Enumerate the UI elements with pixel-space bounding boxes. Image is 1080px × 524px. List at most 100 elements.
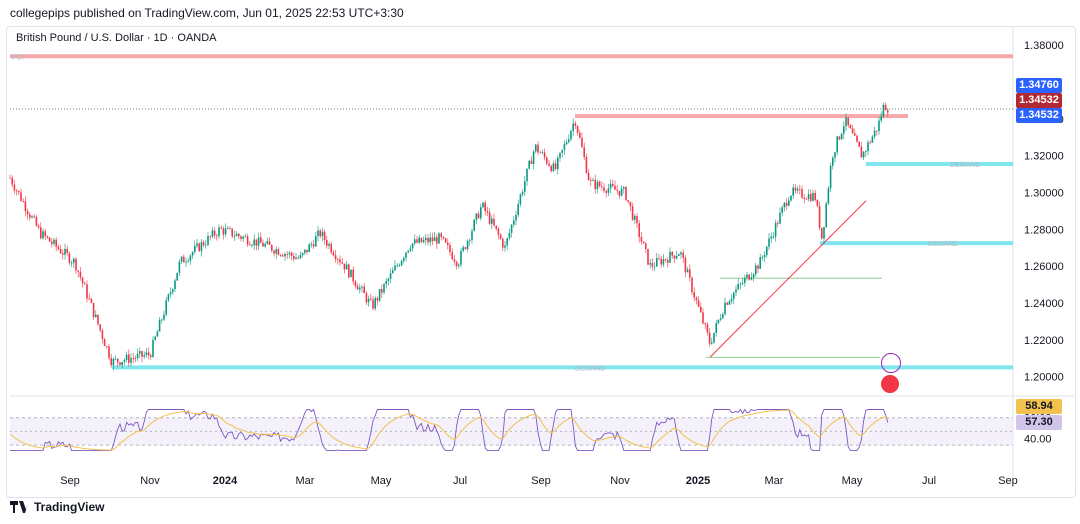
- candle-body: [587, 173, 590, 180]
- candle-body: [528, 160, 530, 169]
- candle-body: [268, 241, 271, 245]
- x-tick-label: Sep: [60, 475, 80, 487]
- candle-body: [673, 255, 676, 259]
- candle-body: [35, 216, 38, 226]
- candle-body: [429, 237, 431, 243]
- candle-body: [535, 144, 537, 152]
- candle-body: [163, 314, 165, 320]
- candle-body: [581, 137, 583, 148]
- candle-body: [653, 266, 656, 268]
- candle-body: [235, 233, 238, 237]
- candle-body: [689, 269, 691, 278]
- rsi-line: [10, 408, 889, 452]
- candle-body: [183, 256, 185, 263]
- candle-body: [843, 126, 845, 134]
- candle-body: [869, 142, 871, 144]
- candle-body: [334, 255, 337, 260]
- rsi-ma-line: [9, 409, 888, 451]
- candle-body: [176, 272, 178, 281]
- candle-body: [880, 116, 882, 121]
- demand-zone-upper-label: DEMAND: [950, 162, 980, 169]
- candle-body: [825, 203, 827, 228]
- candle-body: [821, 227, 823, 239]
- candle-body: [90, 298, 93, 303]
- candle-body: [13, 184, 16, 191]
- candle-body: [706, 324, 709, 333]
- lightning-icon[interactable]: [881, 353, 901, 373]
- candle-body: [744, 277, 746, 283]
- candle-body: [139, 351, 141, 354]
- x-tick-label: Jul: [453, 475, 467, 487]
- candle-body: [370, 298, 372, 300]
- candle-body: [185, 261, 187, 263]
- candle-body: [81, 277, 84, 284]
- candle-body: [246, 236, 249, 245]
- candle-body: [240, 236, 242, 239]
- candle-body: [741, 282, 744, 284]
- candle-body: [618, 190, 621, 196]
- candle-body: [519, 194, 522, 205]
- candle-body: [323, 231, 326, 241]
- candle-body: [761, 257, 764, 258]
- candle-body: [315, 236, 317, 247]
- candle-body: [213, 230, 216, 236]
- candle-body: [590, 179, 592, 181]
- candle-body: [119, 362, 121, 365]
- candle-body: [295, 257, 297, 260]
- candle-body: [451, 252, 453, 260]
- candle-body: [598, 181, 601, 187]
- footer-brand: TradingView: [34, 500, 105, 514]
- candle-body: [99, 324, 101, 331]
- high-price-badge: 1.34760: [1016, 78, 1062, 93]
- candle-body: [625, 187, 627, 201]
- candle-body: [717, 319, 720, 324]
- candle-body: [682, 252, 684, 258]
- candle-body: [290, 252, 293, 256]
- candle-body: [48, 237, 51, 242]
- candle-body: [354, 281, 357, 286]
- candle-body: [422, 240, 425, 243]
- publisher-caption: collegepips published on TradingView.com…: [10, 6, 404, 20]
- candle-body: [187, 260, 189, 262]
- candle-body: [656, 258, 658, 267]
- candle-body: [818, 206, 821, 228]
- candle-body: [141, 351, 143, 357]
- us-flag-icon[interactable]: [881, 375, 899, 393]
- poi-zone-top: [10, 54, 1013, 59]
- candle-body: [64, 248, 66, 255]
- y-tick-label: 1.22000: [1024, 335, 1064, 347]
- candle-body: [730, 298, 733, 302]
- candle-body: [37, 225, 40, 228]
- candle-body: [568, 139, 570, 143]
- candle-body: [660, 259, 662, 265]
- candle-body: [550, 165, 552, 172]
- candle-body: [552, 163, 555, 172]
- candle-body: [31, 216, 33, 218]
- candle-body: [645, 243, 647, 249]
- candle-body: [517, 204, 519, 216]
- candle-body: [191, 252, 194, 256]
- candle-body: [319, 230, 321, 237]
- candle-body: [466, 240, 469, 250]
- candle-body: [112, 358, 115, 366]
- candle-body: [229, 228, 231, 229]
- candle-body: [495, 225, 497, 229]
- candle-body: [873, 130, 876, 137]
- candle-body: [697, 300, 700, 307]
- candle-body: [389, 273, 392, 279]
- candle-body: [572, 123, 574, 131]
- candle-body: [262, 242, 264, 247]
- candle-body: [293, 255, 295, 260]
- demand-zone-bottom-label: DEMAND: [575, 365, 605, 372]
- candle-body: [202, 242, 205, 246]
- candle-body: [440, 233, 442, 237]
- candle-body: [737, 284, 739, 290]
- x-tick-label: May: [371, 475, 392, 487]
- candle-body: [594, 179, 596, 190]
- candle-body: [59, 249, 62, 254]
- candle-body: [827, 188, 830, 204]
- candle-body: [623, 187, 625, 189]
- candle-body: [601, 186, 603, 188]
- candle-body: [385, 280, 387, 284]
